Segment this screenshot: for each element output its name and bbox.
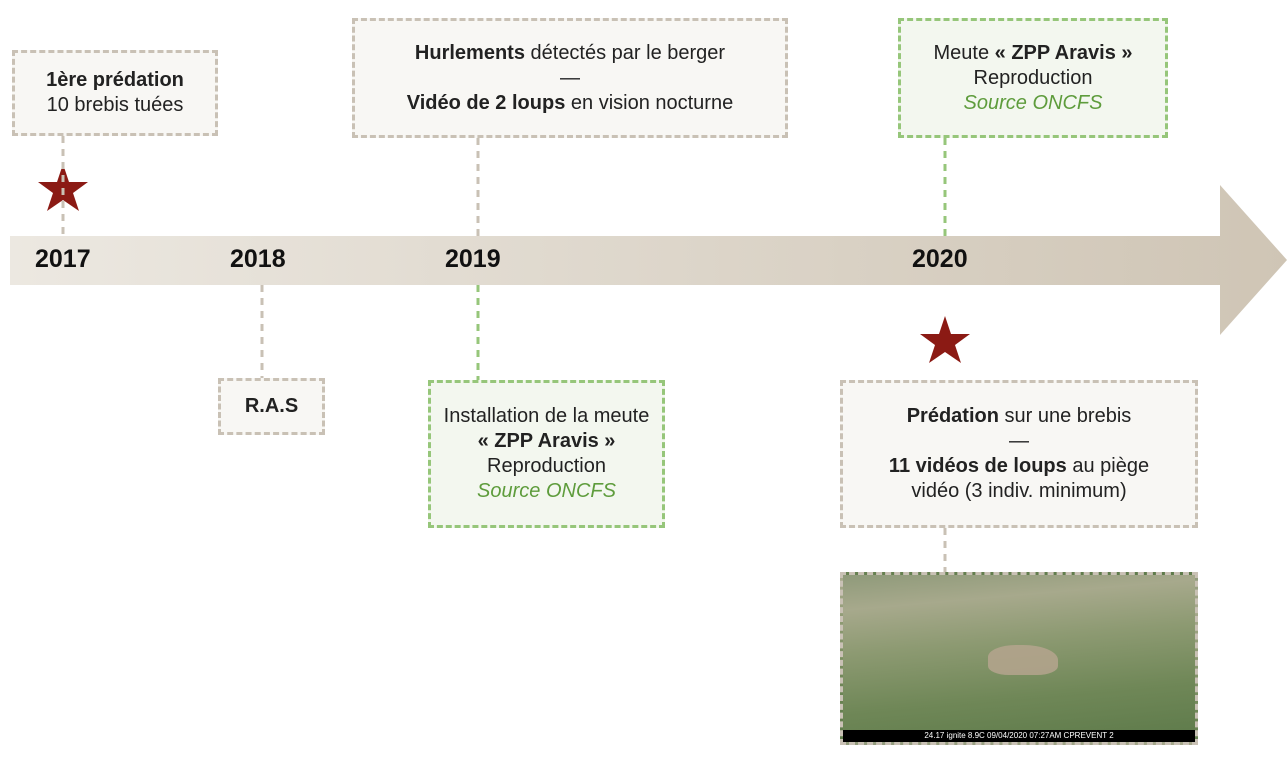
year-label: 2017 — [35, 245, 91, 273]
box-text: Installation de la meute — [443, 405, 650, 427]
box-line: Installation de la meute — [444, 404, 650, 429]
box-text: Vidéo de 2 loups — [406, 91, 566, 114]
box-text: sur une brebis — [998, 405, 1132, 427]
year-label: 2018 — [230, 245, 286, 273]
box-line: — — [560, 66, 580, 91]
box-text: « ZPP Aravis » — [477, 430, 616, 452]
box-text: 10 brebis tuées — [46, 94, 184, 116]
box-line: 11 vidéos de loups au piège — [889, 454, 1149, 479]
box-text: Prédation — [906, 405, 999, 427]
box-line: Vidéo de 2 loups en vision nocturne — [407, 91, 733, 116]
event-box: Prédation sur une brebis —11 vidéos de lo… — [840, 380, 1198, 528]
event-box: Hurlements détectés par le berger — Vidéo … — [352, 18, 788, 138]
trap-photo: 24.17 ignite 8.9C 09/04/2020 07:27AM CPR… — [840, 572, 1198, 745]
box-text: détectés par le berger — [524, 41, 726, 64]
box-text: 1ère prédation — [46, 69, 184, 91]
year-label: 2019 — [445, 245, 501, 273]
box-line: « ZPP Aravis » — [478, 429, 616, 454]
event-box: R.A.S — [218, 378, 325, 435]
box-text: 11 vidéos de loups — [888, 455, 1067, 477]
box-line: Source ONCFS — [477, 479, 616, 504]
box-line: vidéo (3 indiv. minimum) — [911, 479, 1126, 504]
event-box: Installation de la meute « ZPP Aravis » Re… — [428, 380, 665, 528]
box-text: Reproduction — [487, 455, 606, 477]
box-line: 1ère prédation — [46, 68, 184, 93]
box-text: Hurlements — [414, 41, 525, 64]
photo-stamp: 24.17 ignite 8.9C 09/04/2020 07:27AM CPR… — [843, 730, 1195, 742]
box-line: R.A.S — [245, 394, 298, 419]
box-text: — — [1009, 430, 1029, 452]
box-text: R.A.S — [244, 395, 299, 417]
year-label: 2020 — [912, 245, 968, 273]
box-text: Source ONCFS — [477, 480, 616, 502]
wolf — [988, 645, 1058, 675]
box-text: Reproduction — [973, 66, 1093, 89]
box-line: Reproduction — [487, 454, 606, 479]
box-text: en vision nocturne — [565, 91, 734, 114]
box-text: au piège — [1066, 455, 1150, 477]
box-line: — — [1009, 429, 1029, 454]
box-text: Meute — [933, 41, 995, 64]
box-line: Prédation sur une brebis — [907, 404, 1132, 429]
event-box: 1ère prédation 10 brebis tuées — [12, 50, 218, 136]
box-line: Meute « ZPP Aravis » — [933, 41, 1132, 66]
box-line: 10 brebis tuées — [47, 93, 184, 118]
box-text: vidéo (3 indiv. minimum) — [911, 480, 1127, 502]
box-line: Source ONCFS — [964, 91, 1103, 116]
box-text: — — [560, 66, 580, 89]
box-line: Hurlements détectés par le berger — [415, 41, 725, 66]
star — [38, 164, 88, 211]
box-line: Reproduction — [974, 66, 1093, 91]
event-box: Meute « ZPP Aravis » Reproduction Source O… — [898, 18, 1168, 138]
box-text: Source ONCFS — [963, 91, 1103, 114]
box-text: « ZPP Aravis » — [994, 41, 1133, 64]
star — [920, 316, 970, 363]
timeline-arrow — [10, 185, 1287, 335]
